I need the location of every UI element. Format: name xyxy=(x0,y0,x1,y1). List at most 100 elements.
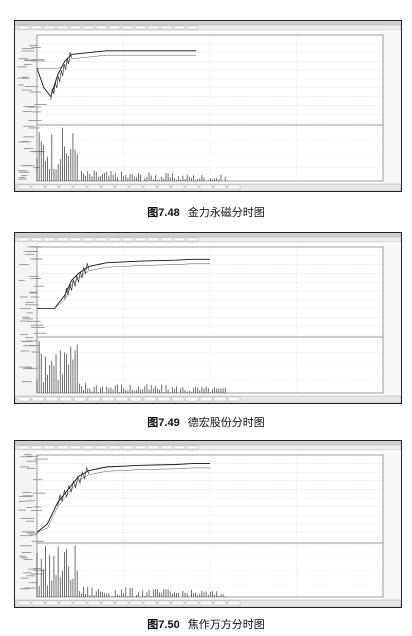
y-tick-label xyxy=(22,48,34,49)
y-tick-label xyxy=(34,458,48,460)
y-tick-label xyxy=(22,316,30,318)
y-tick-label xyxy=(20,557,29,559)
status-tab xyxy=(31,600,45,606)
status-tab xyxy=(157,184,171,190)
y-tick-label xyxy=(29,275,39,277)
status-tab xyxy=(87,396,101,402)
y-tick-label xyxy=(19,308,31,310)
y-tick-label xyxy=(24,64,32,66)
y-tick-label xyxy=(31,111,42,113)
y-tick-label xyxy=(24,86,39,88)
toolbar-tab xyxy=(134,25,147,30)
toolbar xyxy=(15,444,401,451)
status-tab xyxy=(171,184,185,190)
y-tick-label xyxy=(22,76,29,78)
chart-svg-2 xyxy=(15,233,401,403)
y-tick-label xyxy=(21,531,35,533)
status-tab xyxy=(17,600,31,606)
y-tick-label xyxy=(20,577,29,579)
toolbar-tab xyxy=(69,237,82,242)
toolbar-tab xyxy=(160,445,173,450)
y-tick-label xyxy=(28,320,41,322)
toolbar-tab xyxy=(160,25,173,30)
y-tick-label xyxy=(21,341,33,342)
toolbar-tab xyxy=(121,237,134,242)
status-tab xyxy=(185,600,199,606)
y-tick-label xyxy=(19,171,30,173)
status-tab xyxy=(171,396,185,402)
y-tick-label xyxy=(22,318,34,320)
y-tick-label xyxy=(18,58,28,60)
y-tick-label xyxy=(20,334,28,336)
intraday-chart-3 xyxy=(14,440,402,608)
toolbar xyxy=(15,236,401,243)
toolbar-tab xyxy=(82,237,95,242)
plot-frame xyxy=(36,454,384,598)
y-tick-label xyxy=(30,324,44,326)
toolbar-tab xyxy=(95,237,108,242)
toolbar-tab xyxy=(82,25,95,30)
status-tab xyxy=(213,600,227,606)
y-tick-label xyxy=(26,575,35,577)
y-tick-label xyxy=(31,327,45,328)
y-tick-label xyxy=(27,455,38,457)
toolbar-tab xyxy=(147,25,160,30)
y-tick-label xyxy=(21,89,32,91)
status-tab xyxy=(101,184,115,190)
y-tick-label xyxy=(25,253,35,255)
y-tick-label xyxy=(23,136,35,138)
status-tab xyxy=(157,600,171,606)
y-tick-label xyxy=(27,106,42,108)
y-tick-label xyxy=(26,460,37,462)
y-tick-label xyxy=(23,558,33,560)
right-strip xyxy=(383,242,401,403)
status-tab xyxy=(45,396,59,402)
title-bar xyxy=(15,441,401,445)
y-tick-label xyxy=(33,569,46,571)
caption-title-2: 德宏股份分时图 xyxy=(187,416,265,429)
status-tab xyxy=(227,184,241,190)
y-tick-label xyxy=(19,296,28,298)
y-tick-label xyxy=(25,337,34,338)
y-tick-label xyxy=(19,496,33,497)
caption-number-3: 图7.50 xyxy=(147,619,180,631)
toolbar-tab xyxy=(95,25,108,30)
figure-caption-2: 图7.49 德宏股份分时图 xyxy=(0,414,412,430)
caption-number-2: 图7.49 xyxy=(147,417,180,429)
y-tick-label xyxy=(33,506,42,508)
toolbar-tab xyxy=(121,25,134,30)
status-tab xyxy=(59,396,73,402)
y-tick-label xyxy=(24,366,33,368)
status-tab xyxy=(157,396,171,402)
status-tab xyxy=(199,396,213,402)
y-tick-label xyxy=(24,587,37,589)
y-tick-label xyxy=(30,573,43,575)
status-tab xyxy=(115,184,129,190)
y-axis-strip xyxy=(15,30,37,191)
y-tick-label xyxy=(31,351,39,353)
y-tick-label xyxy=(20,175,28,177)
y-tick-label xyxy=(31,59,44,61)
y-tick-label xyxy=(25,340,39,342)
title-bar xyxy=(15,233,401,237)
y-tick-label xyxy=(17,66,27,68)
y-tick-label xyxy=(32,60,46,62)
y-tick-label xyxy=(21,77,30,79)
y-tick-label xyxy=(29,291,37,293)
y-tick-label xyxy=(32,151,45,153)
y-tick-label xyxy=(20,517,35,519)
title-bar xyxy=(15,21,401,25)
y-tick-label xyxy=(18,279,25,281)
average-line xyxy=(37,263,210,309)
toolbar-tab xyxy=(95,445,108,450)
right-strip xyxy=(383,450,401,607)
y-tick-label xyxy=(29,292,38,294)
status-tab xyxy=(143,184,157,190)
status-tab xyxy=(199,184,213,190)
status-tab xyxy=(59,184,73,190)
toolbar-tab xyxy=(147,445,160,450)
y-tick-label xyxy=(33,167,40,169)
toolbar-tab xyxy=(56,445,69,450)
y-tick-label xyxy=(27,568,36,570)
y-tick-label xyxy=(29,44,38,46)
